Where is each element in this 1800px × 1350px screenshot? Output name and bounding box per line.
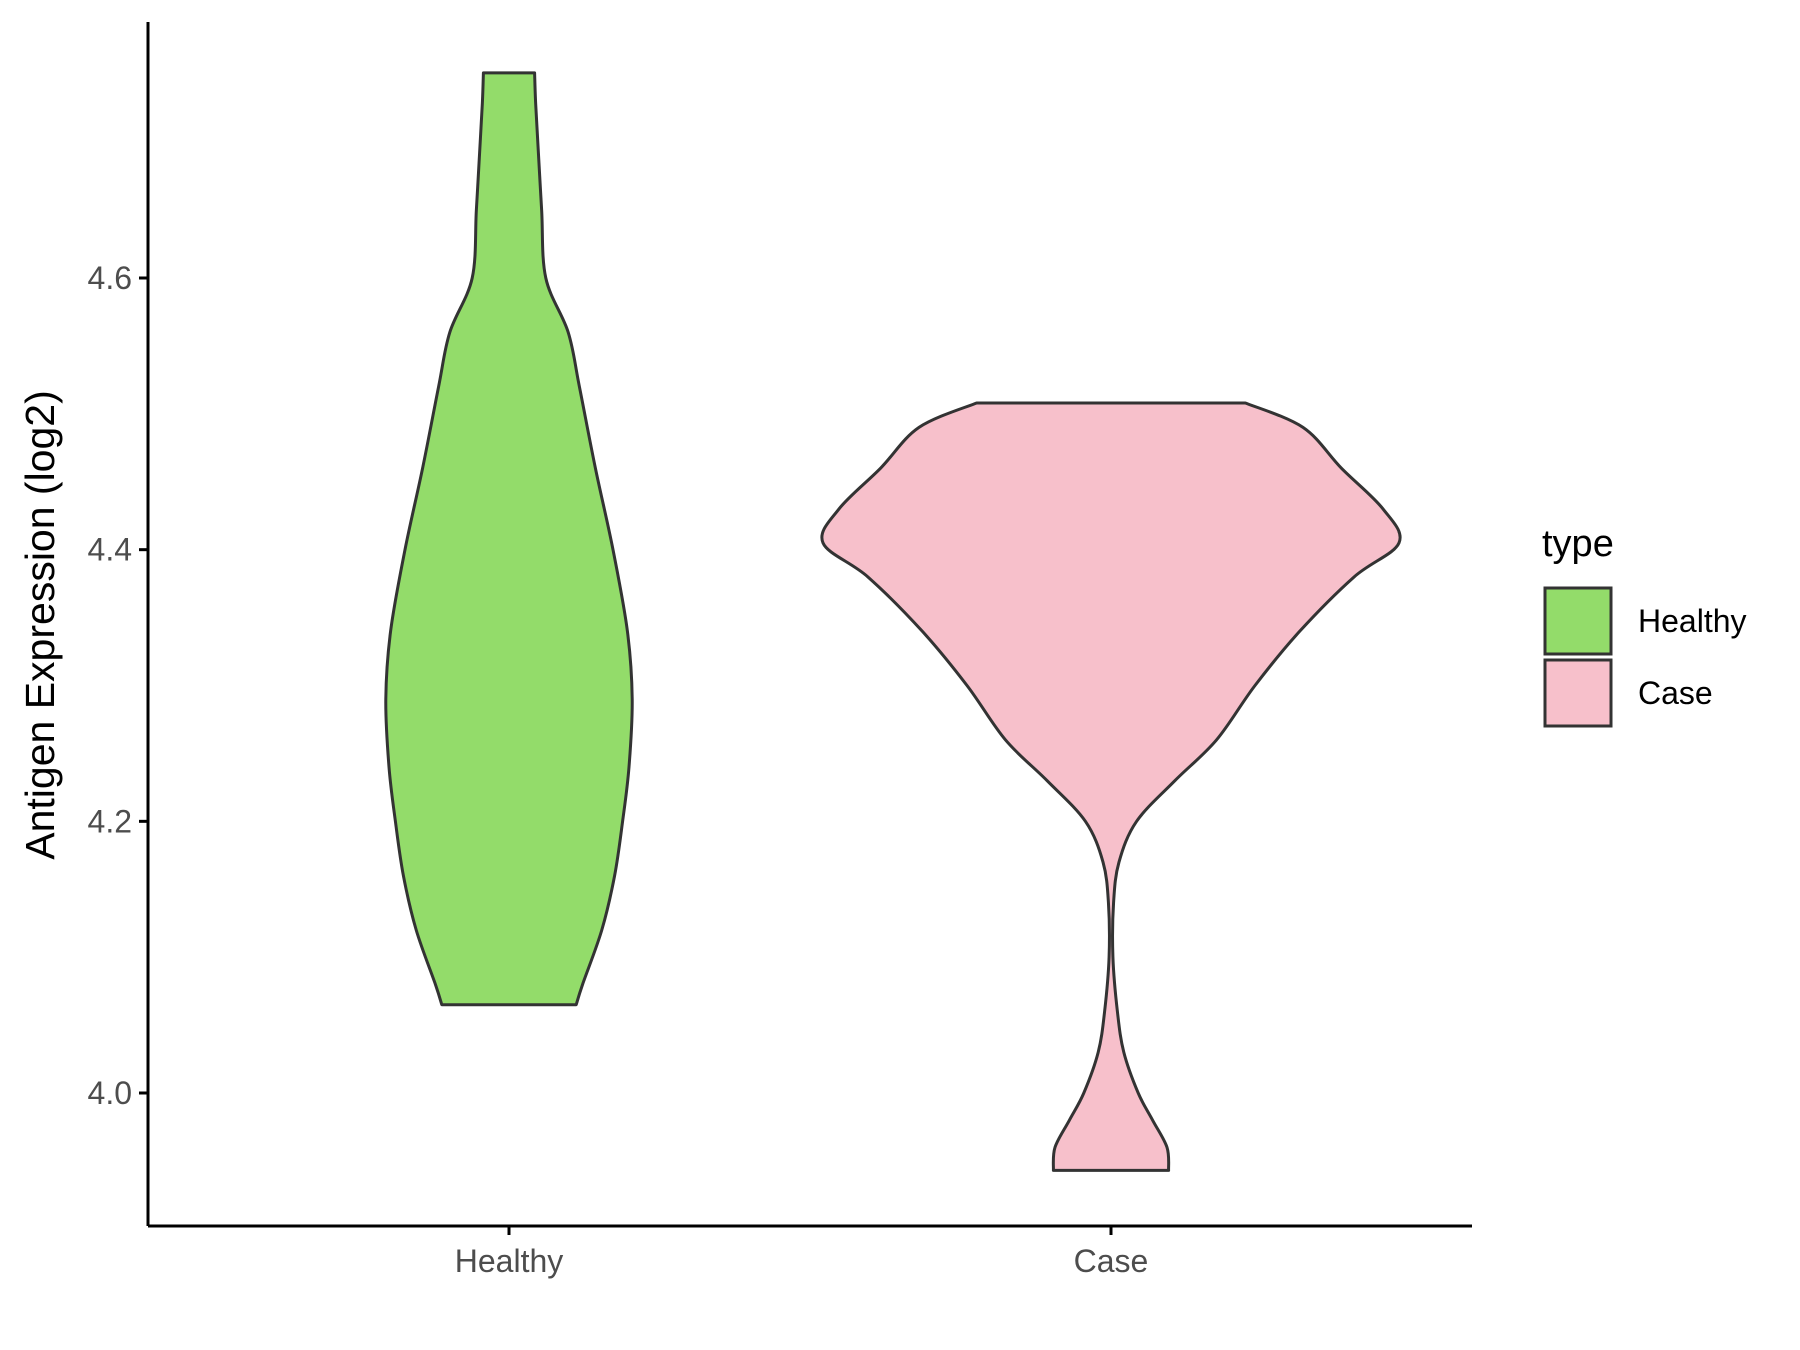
y-tick-label: 4.0 <box>88 1075 132 1111</box>
y-axis-title: Antigen Expression (log2) <box>17 390 63 859</box>
legend-label: Case <box>1638 675 1713 711</box>
legend-key-healthy <box>1543 586 1613 656</box>
y-tick-label: 4.4 <box>88 532 132 568</box>
legend-key-case <box>1543 658 1613 728</box>
x-tick-label: Case <box>1074 1243 1149 1279</box>
legend-label: Healthy <box>1638 603 1747 639</box>
violin-case <box>820 401 1402 1172</box>
violin-healthy <box>384 71 634 1007</box>
legend-title: type <box>1542 523 1614 565</box>
y-tick-label: 4.6 <box>88 260 132 296</box>
y-tick-label: 4.2 <box>88 803 132 839</box>
x-tick-label: Healthy <box>455 1243 564 1279</box>
